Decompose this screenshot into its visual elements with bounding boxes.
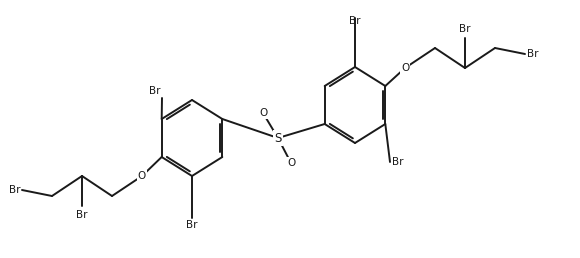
Text: Br: Br <box>459 24 471 34</box>
Text: Br: Br <box>186 220 198 230</box>
Text: O: O <box>259 108 267 118</box>
Text: Br: Br <box>9 185 20 195</box>
Text: Br: Br <box>527 49 538 59</box>
Text: O: O <box>401 63 409 73</box>
Text: O: O <box>287 158 295 168</box>
Text: O: O <box>138 171 146 181</box>
Text: Br: Br <box>392 157 404 167</box>
Text: Br: Br <box>76 210 88 220</box>
Text: Br: Br <box>148 86 160 96</box>
Text: Br: Br <box>349 16 361 26</box>
Text: S: S <box>274 132 282 144</box>
